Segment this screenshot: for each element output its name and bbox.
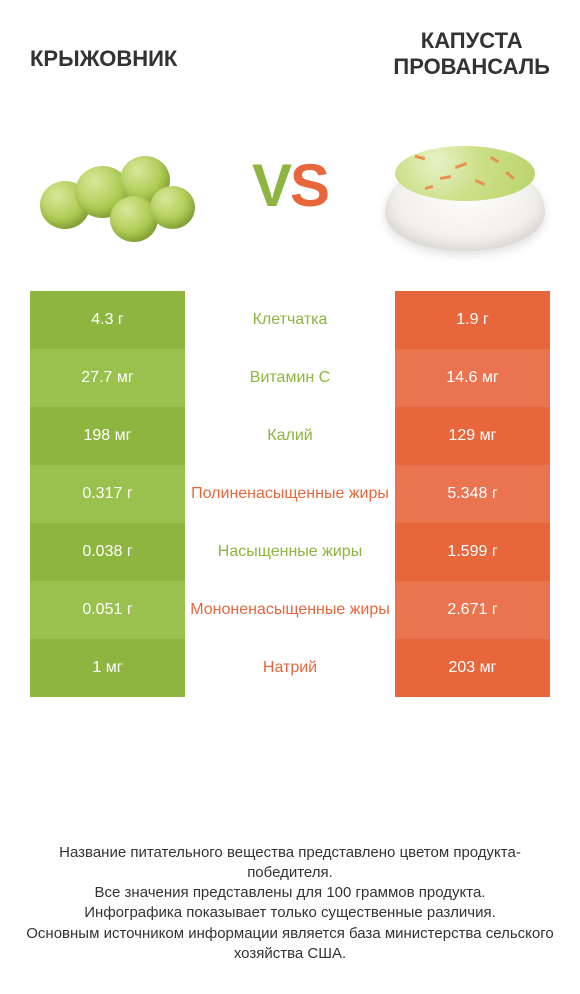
nutrient-label: Полиненасыщенные жиры: [185, 465, 395, 523]
comparison-table: 4.3 гКлетчатка1.9 г27.7 мгВитамин C14.6 …: [0, 291, 580, 697]
table-row: 27.7 мгВитамин C14.6 мг: [30, 349, 550, 407]
table-row: 0.051 гМононенасыщенные жиры2.671 г: [30, 581, 550, 639]
left-value-cell: 0.317 г: [30, 465, 185, 523]
right-food-title: КАПУСТА ПРОВАНСАЛЬ: [393, 28, 550, 81]
footer-notes: Название питательного вещества представл…: [0, 843, 580, 965]
salad-icon: [395, 146, 535, 201]
nutrient-label: Насыщенные жиры: [185, 523, 395, 581]
footer-line: Все значения представлены для 100 граммо…: [20, 883, 560, 903]
right-value-cell: 1.9 г: [395, 291, 550, 349]
nutrient-label: Витамин C: [185, 349, 395, 407]
footer-line: Основным источником информации является …: [20, 924, 560, 965]
nutrient-label: Клетчатка: [185, 291, 395, 349]
gooseberry-icon: [150, 186, 195, 229]
table-row: 1 мгНатрий203 мг: [30, 639, 550, 697]
right-title-line1: КАПУСТА: [421, 28, 523, 53]
vs-letter-v: V: [252, 152, 290, 219]
table-row: 4.3 гКлетчатка1.9 г: [30, 291, 550, 349]
vs-letter-s: S: [290, 152, 328, 219]
table-row: 0.038 гНасыщенные жиры1.599 г: [30, 523, 550, 581]
left-value-cell: 0.038 г: [30, 523, 185, 581]
left-food-image: [30, 111, 200, 261]
left-value-cell: 198 мг: [30, 407, 185, 465]
right-food-image: [380, 111, 550, 261]
right-value-cell: 14.6 мг: [395, 349, 550, 407]
table-row: 198 мгКалий129 мг: [30, 407, 550, 465]
footer-line: Название питательного вещества представл…: [20, 843, 560, 884]
left-food-title: КРЫЖОВНИК: [30, 28, 177, 81]
table-row: 0.317 гПолиненасыщенные жиры5.348 г: [30, 465, 550, 523]
right-value-cell: 1.599 г: [395, 523, 550, 581]
left-value-cell: 0.051 г: [30, 581, 185, 639]
right-title-line2: ПРОВАНСАЛЬ: [393, 54, 550, 79]
left-value-cell: 1 мг: [30, 639, 185, 697]
images-row: VS: [0, 91, 580, 291]
right-value-cell: 203 мг: [395, 639, 550, 697]
footer-line: Инфографика показывает только существенн…: [20, 903, 560, 923]
vs-label: VS: [252, 151, 328, 220]
right-value-cell: 2.671 г: [395, 581, 550, 639]
nutrient-label: Натрий: [185, 639, 395, 697]
right-value-cell: 5.348 г: [395, 465, 550, 523]
header: КРЫЖОВНИК КАПУСТА ПРОВАНСАЛЬ: [0, 0, 580, 91]
right-value-cell: 129 мг: [395, 407, 550, 465]
left-value-cell: 4.3 г: [30, 291, 185, 349]
nutrient-label: Калий: [185, 407, 395, 465]
left-value-cell: 27.7 мг: [30, 349, 185, 407]
nutrient-label: Мононенасыщенные жиры: [185, 581, 395, 639]
